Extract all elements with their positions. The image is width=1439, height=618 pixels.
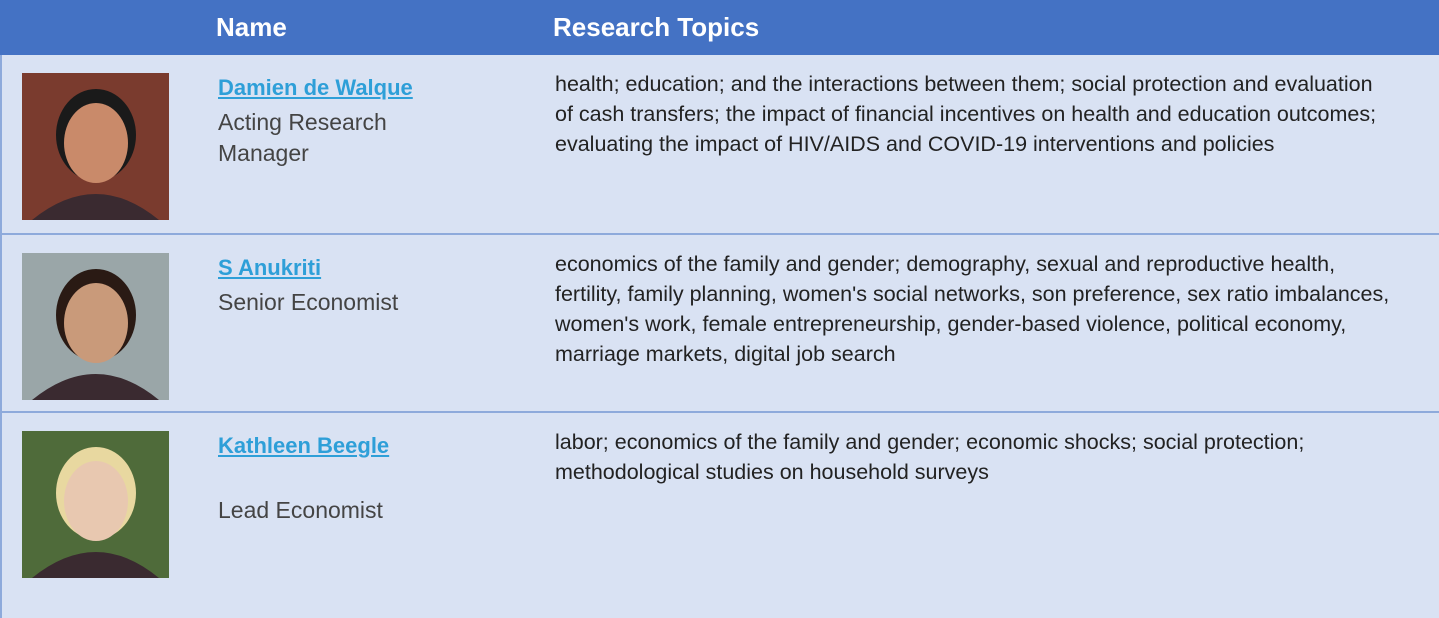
photo-art [22,73,169,220]
research-topics: economics of the family and gender; demo… [555,252,1390,366]
column-header: Name [216,12,287,42]
profile-link[interactable]: S Anukriti [218,255,322,280]
profile-photo [22,431,169,578]
research-topics: health; education; and the interactions … [555,72,1377,156]
table-row: Damien de Walque Acting Research Manager h… [0,55,1439,235]
job-title: Lead Economist [218,497,383,523]
profile-photo [22,73,169,220]
photo-art [22,253,169,400]
column-header: Research Topics [553,12,760,42]
table-row: Kathleen Beegle Lead Economist labor; econ… [0,413,1439,618]
profile-link[interactable]: Kathleen Beegle [218,433,390,458]
job-title: Senior Economist [218,289,399,315]
photo-art [22,431,169,578]
table-header: Name Research Topics [0,0,1439,55]
table-row: S Anukriti Senior Economist economics of t… [0,235,1439,413]
research-topics: labor; economics of the family and gende… [555,430,1305,484]
profile-link[interactable]: Damien de Walque [218,75,413,100]
job-title: Acting Research Manager [218,109,387,166]
profile-photo [22,253,169,400]
